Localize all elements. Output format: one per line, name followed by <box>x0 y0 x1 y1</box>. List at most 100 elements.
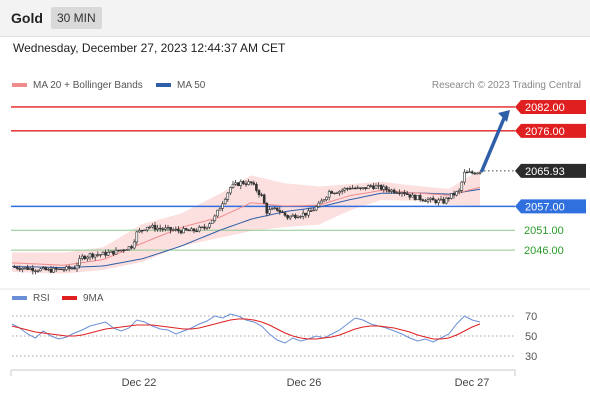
candle <box>119 249 123 253</box>
candle-body <box>281 211 284 213</box>
candle <box>75 262 79 272</box>
candle-body <box>44 267 48 271</box>
candle-body <box>75 264 79 270</box>
candle-body <box>457 189 461 192</box>
candle-body <box>366 185 370 190</box>
candle <box>83 254 87 261</box>
level-tag-1: 2076.00 <box>515 123 586 138</box>
candle-body <box>184 228 188 231</box>
candle <box>351 184 354 190</box>
candle-body <box>431 197 435 201</box>
candle-body <box>338 190 341 194</box>
candle <box>200 226 204 229</box>
candle-body <box>340 189 344 192</box>
candle-body <box>78 258 81 266</box>
candle-body <box>325 196 328 200</box>
candle <box>304 212 308 219</box>
candle-body <box>374 185 378 189</box>
candle-body <box>125 249 128 251</box>
candle <box>377 182 380 190</box>
candle-body <box>244 183 248 185</box>
candle <box>283 212 287 218</box>
candle <box>369 184 373 188</box>
candle <box>387 186 391 194</box>
candle <box>455 190 458 197</box>
candle <box>112 250 115 257</box>
candle <box>421 198 425 203</box>
candle-body <box>359 187 362 189</box>
candle <box>195 228 198 233</box>
candle <box>169 226 172 234</box>
candle-body <box>83 255 87 260</box>
candle <box>192 228 196 234</box>
candle <box>148 225 152 230</box>
candle-body <box>439 198 443 201</box>
candle-body <box>465 171 469 174</box>
candle-body <box>455 191 458 196</box>
candle-body <box>372 185 375 189</box>
candle-body <box>31 267 35 272</box>
candle <box>151 223 154 229</box>
candle <box>265 201 269 217</box>
candle-body <box>452 193 456 196</box>
candle <box>187 228 191 232</box>
candle-body <box>314 206 318 211</box>
candle-body <box>463 171 466 183</box>
candle-body <box>117 249 120 252</box>
candle-body <box>80 255 84 259</box>
timeframe-badge[interactable]: 30 MIN <box>51 7 102 29</box>
candle <box>223 197 227 205</box>
candle <box>338 190 341 196</box>
candle-body <box>151 224 154 228</box>
level-label-3: 2051.00 <box>524 225 564 237</box>
candle <box>335 191 339 195</box>
candle <box>28 266 32 271</box>
legend-label-rsi: RSI <box>33 293 50 304</box>
candle-body <box>122 249 126 252</box>
candle-body <box>216 209 219 217</box>
candle <box>132 239 136 250</box>
candle-body <box>203 226 206 229</box>
candle <box>67 265 71 272</box>
level-tag-bg-2 <box>515 199 586 214</box>
candle <box>359 187 362 191</box>
candle-body <box>213 215 217 221</box>
candle-body <box>143 229 146 232</box>
candle-body <box>140 229 144 232</box>
candle-body <box>54 267 58 270</box>
level-lines <box>11 106 515 251</box>
candle-body <box>377 184 380 187</box>
candle-body <box>294 214 297 219</box>
candle <box>208 222 211 229</box>
candle <box>325 196 328 202</box>
legend-ma20-bb: MA 20 + Bollinger Bands <box>12 80 143 91</box>
candle <box>288 215 292 221</box>
candle-body <box>249 181 253 184</box>
candle <box>429 197 432 203</box>
candle <box>340 188 344 195</box>
candle <box>426 196 430 204</box>
candle <box>299 215 302 219</box>
candle-body <box>478 172 482 174</box>
candle <box>127 246 131 252</box>
candle-body <box>158 227 162 230</box>
candle <box>104 249 107 258</box>
candle-body <box>200 226 204 229</box>
level-label-2: 2057.00 <box>525 201 565 213</box>
candle <box>130 244 133 250</box>
candle-body <box>91 253 94 258</box>
candle-body <box>210 220 214 224</box>
candle <box>294 213 297 220</box>
candle <box>21 267 24 273</box>
candle <box>57 268 61 271</box>
level-labels: 2082.00 2076.00 2057.00 2051.00 2046.00 2065.… <box>515 99 586 257</box>
candle-body <box>226 192 230 200</box>
candle <box>174 226 178 232</box>
candle-body <box>169 226 172 231</box>
candle-body <box>291 214 295 217</box>
candle-body <box>330 191 334 194</box>
candle <box>278 206 282 215</box>
legend-label-9ma: 9MA <box>83 293 104 304</box>
candle <box>473 171 477 175</box>
